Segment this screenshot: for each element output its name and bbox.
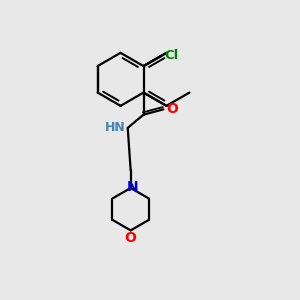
Text: O: O <box>167 102 178 116</box>
Text: N: N <box>126 179 138 194</box>
Text: Cl: Cl <box>164 49 178 62</box>
Text: O: O <box>125 231 136 245</box>
Text: HN: HN <box>105 121 125 134</box>
